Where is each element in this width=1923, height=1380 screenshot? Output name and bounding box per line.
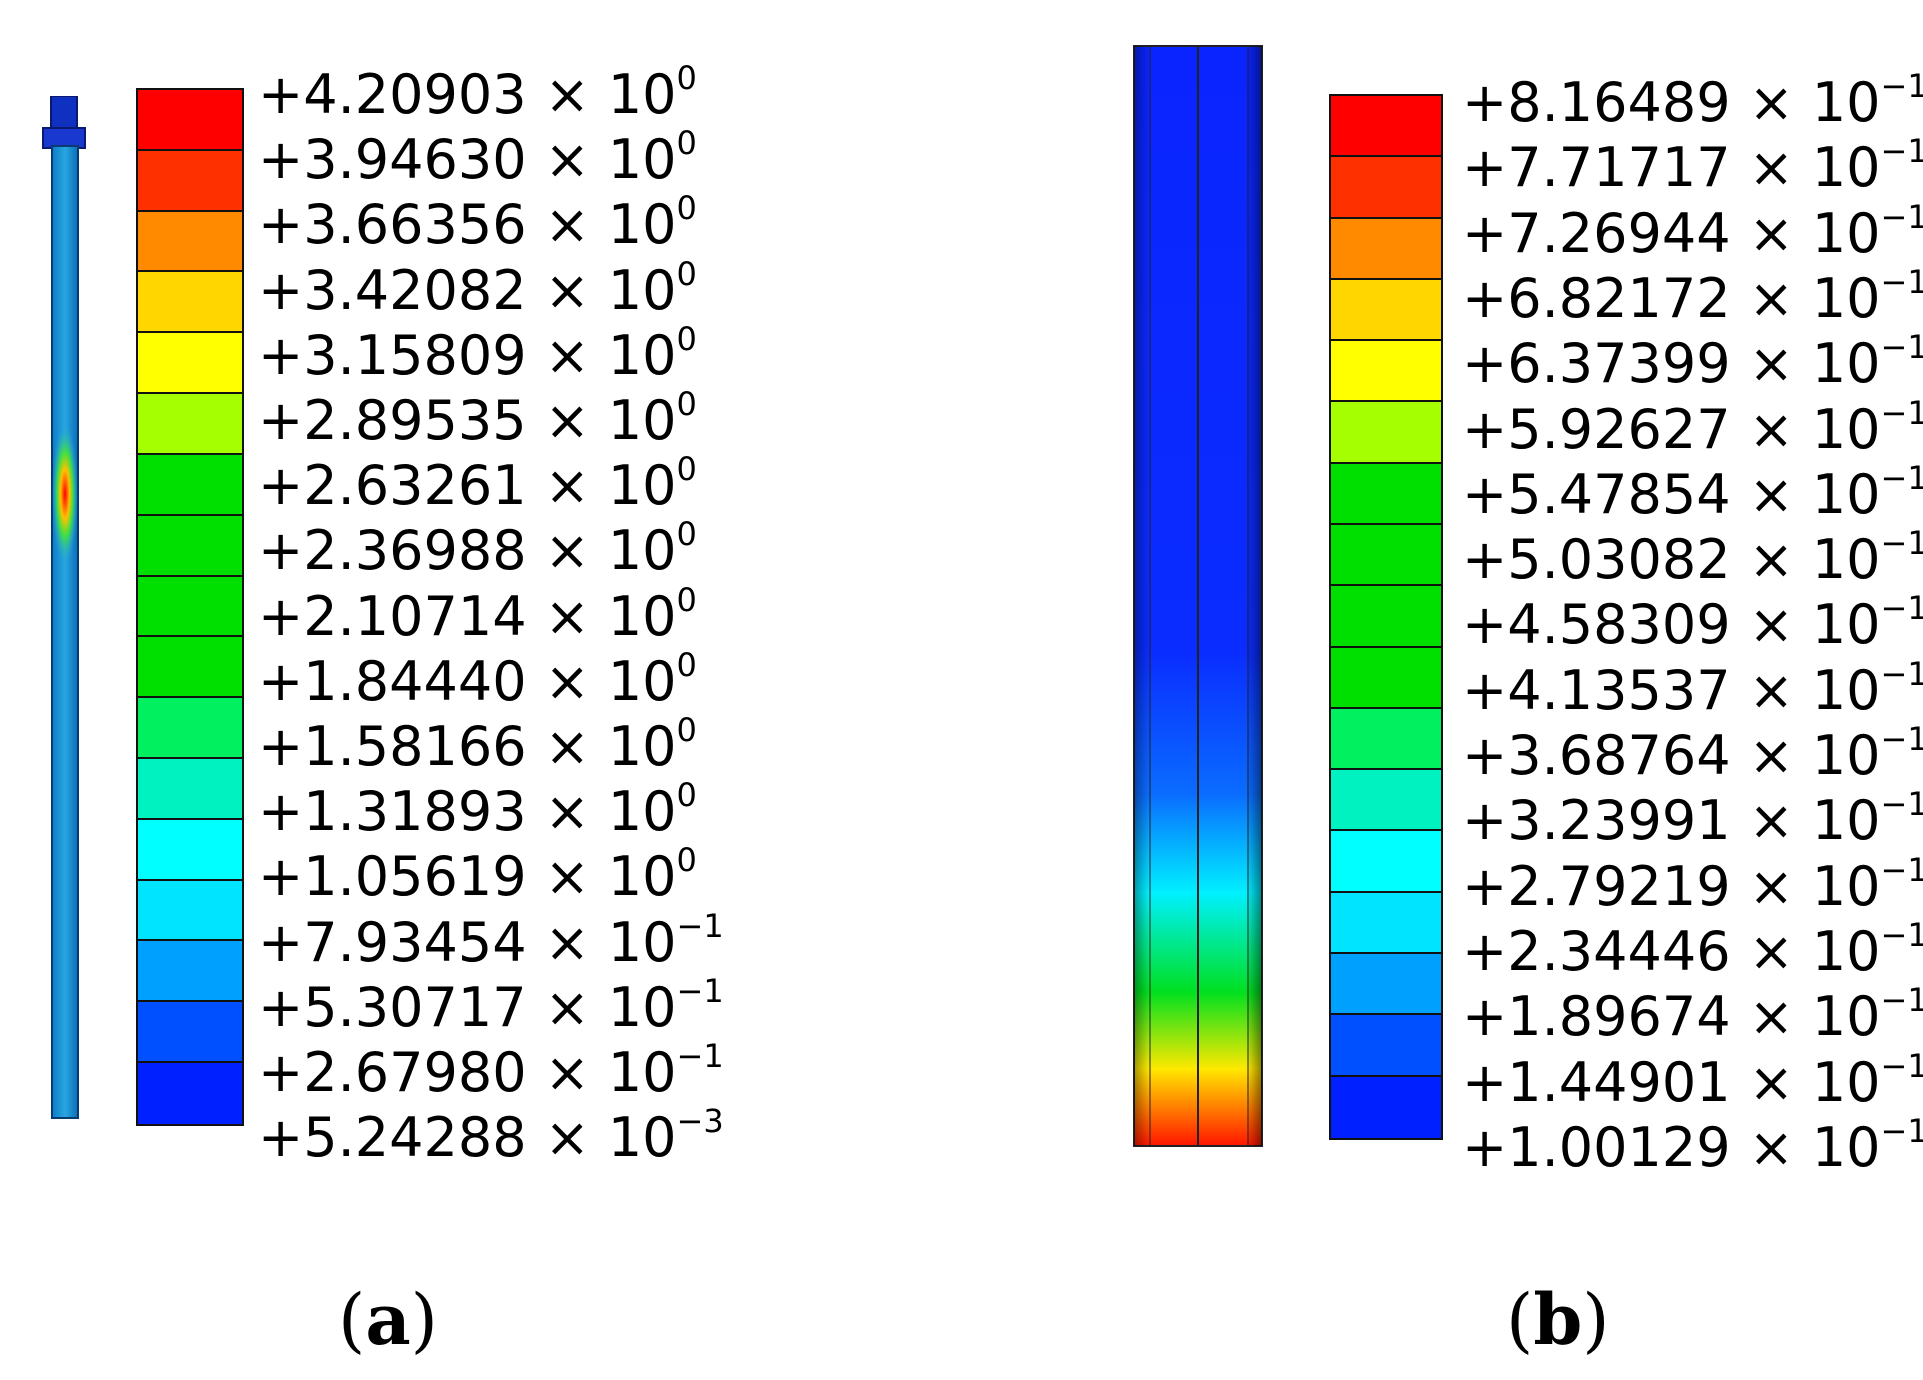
legend-color-band [1331,279,1441,342]
legend-color-band [138,333,242,395]
legend-color-band [1331,647,1441,709]
legend-value-label: +1.05619 × 100 [258,841,697,909]
legend-value-label: +3.23991 × 10−1 [1462,785,1923,853]
legend-color-band [1331,892,1441,954]
column-model-b [1133,45,1263,1147]
legend-color-band [1331,341,1441,403]
legend-value-label: +6.82172 × 10−1 [1462,262,1923,330]
legend-value-label: +5.24288 × 10−3 [258,1102,724,1170]
legend-value-label: +1.84440 × 100 [258,645,697,713]
legend-color-band [1331,831,1441,893]
legend-value-label: +3.42082 × 100 [258,254,697,322]
legend-value-label: +5.92627 × 10−1 [1462,393,1923,461]
legend-value-label: +3.66356 × 100 [258,189,697,257]
legend-value-label: +8.16489 × 10−1 [1462,67,1923,134]
legend-value-label: +3.15809 × 100 [258,319,697,387]
legend-value-label: +4.13537 × 10−1 [1462,654,1923,722]
legend-color-band [138,880,242,942]
legend-color-band [138,211,242,273]
legend-value-label: +2.67980 × 10−1 [258,1037,724,1104]
legend-color-band [138,150,242,212]
panel-caption-b: (b) [1506,1278,1610,1361]
legend-color-band [1331,586,1441,648]
legend-color-band [1331,157,1441,219]
legend-color-band [1331,96,1441,158]
legend-color-band [138,637,242,699]
legend-value-label: +3.68764 × 10−1 [1462,720,1923,787]
legend-color-band [138,819,242,881]
legend-color-band [138,576,242,638]
legend-value-label: +3.94630 × 100 [258,124,697,192]
legend-color-band [138,454,242,516]
legend-color-band [1331,218,1441,280]
color-legend-bar-b [1329,94,1443,1140]
pile-model-a [42,96,86,1119]
legend-value-label: +1.31893 × 100 [258,776,697,844]
legend-color-band [1331,1076,1441,1138]
legend-value-label: +1.89674 × 10−1 [1462,981,1923,1049]
legend-value-label: +5.47854 × 10−1 [1462,458,1923,526]
legend-value-label: +1.58166 × 100 [258,711,697,778]
legend-color-band [1331,770,1441,832]
legend-color-band [138,515,242,577]
legend-color-band [138,90,242,151]
legend-color-band [138,394,242,455]
legend-color-band [1331,1015,1441,1077]
legend-color-band [1331,402,1441,464]
legend-color-band [138,272,242,334]
legend-color-band [138,1063,242,1124]
legend-color-band [138,698,242,759]
legend-value-label: +2.79219 × 10−1 [1462,850,1923,918]
color-legend-bar-a [136,88,244,1126]
legend-color-band [138,1002,242,1063]
legend-value-label: +5.30717 × 10−1 [258,971,724,1039]
panel-caption-a: (a) [338,1278,438,1361]
legend-color-band [1331,463,1441,525]
legend-color-band [1331,708,1441,771]
legend-value-label: +2.36988 × 100 [258,515,697,583]
legend-value-label: +7.93454 × 10−1 [258,906,724,974]
legend-value-label: +1.44901 × 10−1 [1462,1046,1923,1114]
legend-value-label: +5.03082 × 10−1 [1462,524,1923,592]
legend-value-label: +7.26944 × 10−1 [1462,197,1923,265]
legend-value-label: +1.00129 × 10−1 [1462,1111,1923,1179]
legend-value-label: +4.58309 × 10−1 [1462,589,1923,657]
legend-value-label: +2.10714 × 100 [258,580,697,648]
legend-value-label: +7.71717 × 10−1 [1462,132,1923,200]
legend-color-band [138,758,242,820]
legend-value-label: +2.63261 × 100 [258,450,697,518]
legend-value-label: +4.20903 × 100 [258,59,697,126]
legend-value-label: +2.89535 × 100 [258,385,697,452]
legend-value-label: +2.34446 × 10−1 [1462,915,1923,983]
legend-color-band [1331,953,1441,1016]
legend-color-band [138,941,242,1003]
legend-value-label: +6.37399 × 10−1 [1462,328,1923,396]
legend-color-band [1331,524,1441,587]
